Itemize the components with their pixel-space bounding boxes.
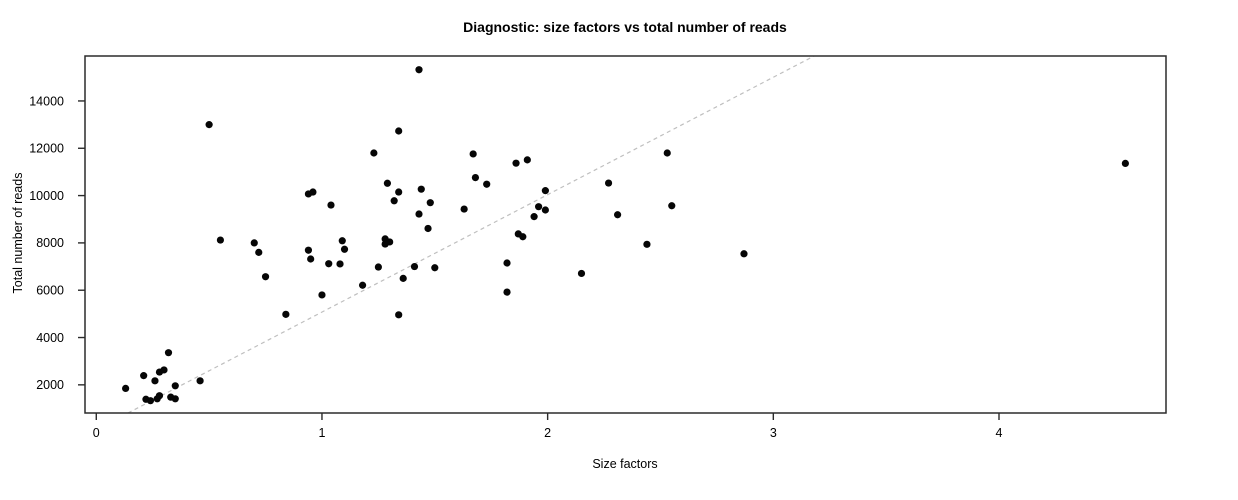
data-point (483, 180, 491, 188)
data-point (668, 202, 676, 210)
data-point (151, 377, 159, 385)
data-point (164, 349, 173, 357)
data-point (643, 240, 651, 248)
data-point (383, 179, 392, 187)
data-point (663, 149, 671, 157)
data-point (541, 206, 549, 214)
data-point (604, 179, 613, 187)
x-tick-label: 2 (544, 426, 551, 440)
data-point (155, 392, 164, 400)
data-point (577, 269, 586, 278)
data-point (171, 382, 179, 390)
data-point (140, 372, 148, 380)
data-point (358, 281, 367, 289)
data-point (530, 213, 538, 221)
plot-area: 0 1 2 3 4 2000 4000 6000 8000 10000 12000 14000 (29, 55, 1167, 440)
data-point (512, 159, 520, 167)
data-point (282, 310, 290, 318)
x-tick-label: 3 (770, 426, 777, 440)
y-tick-label: 2000 (36, 378, 64, 392)
data-point (374, 263, 382, 271)
y-axis-label: Total number of reads (11, 173, 25, 294)
data-point (460, 205, 468, 213)
reference-line (127, 55, 815, 414)
y-tick-label: 10000 (29, 189, 64, 203)
x-tick-label: 1 (318, 426, 325, 440)
data-point (196, 377, 204, 385)
data-point (325, 260, 333, 268)
data-point (426, 199, 434, 207)
data-point (216, 236, 225, 244)
data-point (395, 311, 403, 319)
data-point (410, 262, 419, 271)
y-tick-label: 14000 (29, 94, 64, 108)
data-point (205, 121, 213, 129)
data-point (250, 239, 258, 247)
data-point (523, 156, 531, 164)
chart-title: Diagnostic: size factors vs total number… (463, 19, 787, 35)
data-point (431, 264, 439, 272)
data-point (415, 210, 423, 218)
data-point (122, 384, 130, 392)
data-point (519, 233, 527, 241)
data-point (160, 366, 168, 374)
data-point (318, 291, 326, 299)
data-point (146, 397, 155, 405)
y-tick-label: 12000 (29, 142, 64, 156)
y-tick-label: 4000 (36, 331, 64, 345)
data-point (304, 246, 313, 254)
data-point (415, 66, 423, 74)
data-point (395, 188, 403, 196)
data-point (307, 255, 315, 263)
data-point (340, 245, 349, 253)
data-point (535, 203, 543, 211)
y-tick-label: 6000 (36, 284, 64, 298)
data-point (417, 185, 425, 193)
data-point (309, 188, 317, 196)
x-axis-label: Size factors (592, 457, 657, 471)
data-point (370, 149, 378, 157)
data-point (395, 127, 403, 135)
data-point (541, 187, 549, 195)
data-point (503, 259, 511, 267)
data-point (471, 174, 480, 182)
x-tick-label: 0 (93, 426, 100, 440)
data-point (740, 250, 748, 258)
plot-box (84, 55, 1167, 414)
data-point (424, 224, 432, 233)
x-tick-label: 4 (996, 426, 1003, 440)
data-point (399, 274, 407, 282)
data-point (327, 201, 335, 209)
data-point (381, 240, 389, 248)
data-point (255, 248, 263, 256)
data-point (469, 150, 477, 158)
data-point (390, 197, 398, 205)
data-point (261, 273, 270, 281)
data-point (336, 260, 344, 268)
data-point (171, 395, 179, 403)
y-tick-label: 8000 (36, 236, 64, 250)
data-point (614, 211, 622, 219)
data-point (1121, 159, 1129, 168)
data-point (338, 237, 346, 245)
data-point (503, 288, 511, 296)
